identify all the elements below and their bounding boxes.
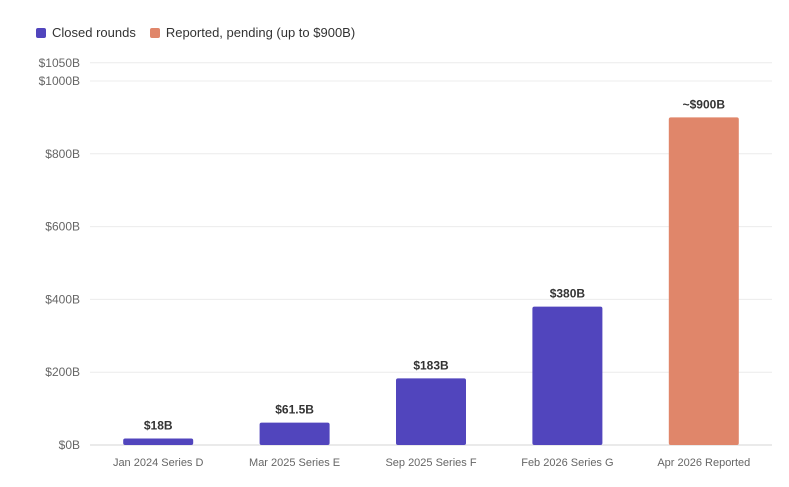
data-label: ~$900B bbox=[683, 97, 726, 111]
legend-label-pending: Reported, pending (up to $900B) bbox=[165, 25, 356, 40]
bar bbox=[532, 306, 603, 445]
bar bbox=[396, 378, 466, 445]
y-tick-label: $800B bbox=[45, 147, 80, 161]
bar bbox=[668, 117, 739, 446]
legend-item-pending: Reported, pending (up to $900B) bbox=[149, 25, 356, 40]
y-tick-label: $200B bbox=[45, 365, 80, 379]
y-tick-label: $0B bbox=[59, 438, 80, 452]
legend-item-closed: Closed rounds bbox=[36, 25, 136, 40]
legend-swatch-pending bbox=[149, 27, 160, 38]
data-label: $380B bbox=[550, 287, 586, 301]
y-tick-label: $400B bbox=[45, 292, 80, 306]
chart-legend: Closed rounds Reported, pending (up to $… bbox=[36, 25, 369, 40]
y-tick-label: $600B bbox=[45, 220, 80, 234]
data-label: $18B bbox=[144, 418, 173, 432]
x-tick-label: Mar 2025 Series E bbox=[249, 457, 340, 469]
y-tick-label: $1050B bbox=[39, 56, 80, 70]
data-label: $61.5B bbox=[275, 403, 314, 417]
y-tick-label: $1000B bbox=[39, 74, 80, 88]
x-tick-label: Feb 2026 Series G bbox=[521, 457, 613, 469]
bar bbox=[123, 438, 194, 445]
x-tick-label: Sep 2025 Series F bbox=[385, 457, 476, 469]
data-label: $183B bbox=[413, 358, 449, 372]
bar bbox=[259, 422, 330, 445]
legend-swatch-closed bbox=[36, 27, 46, 38]
x-tick-label: Apr 2026 Reported bbox=[657, 457, 750, 469]
x-tick-label: Jan 2024 Series D bbox=[113, 457, 204, 469]
legend-label-closed: Closed rounds bbox=[52, 25, 136, 40]
